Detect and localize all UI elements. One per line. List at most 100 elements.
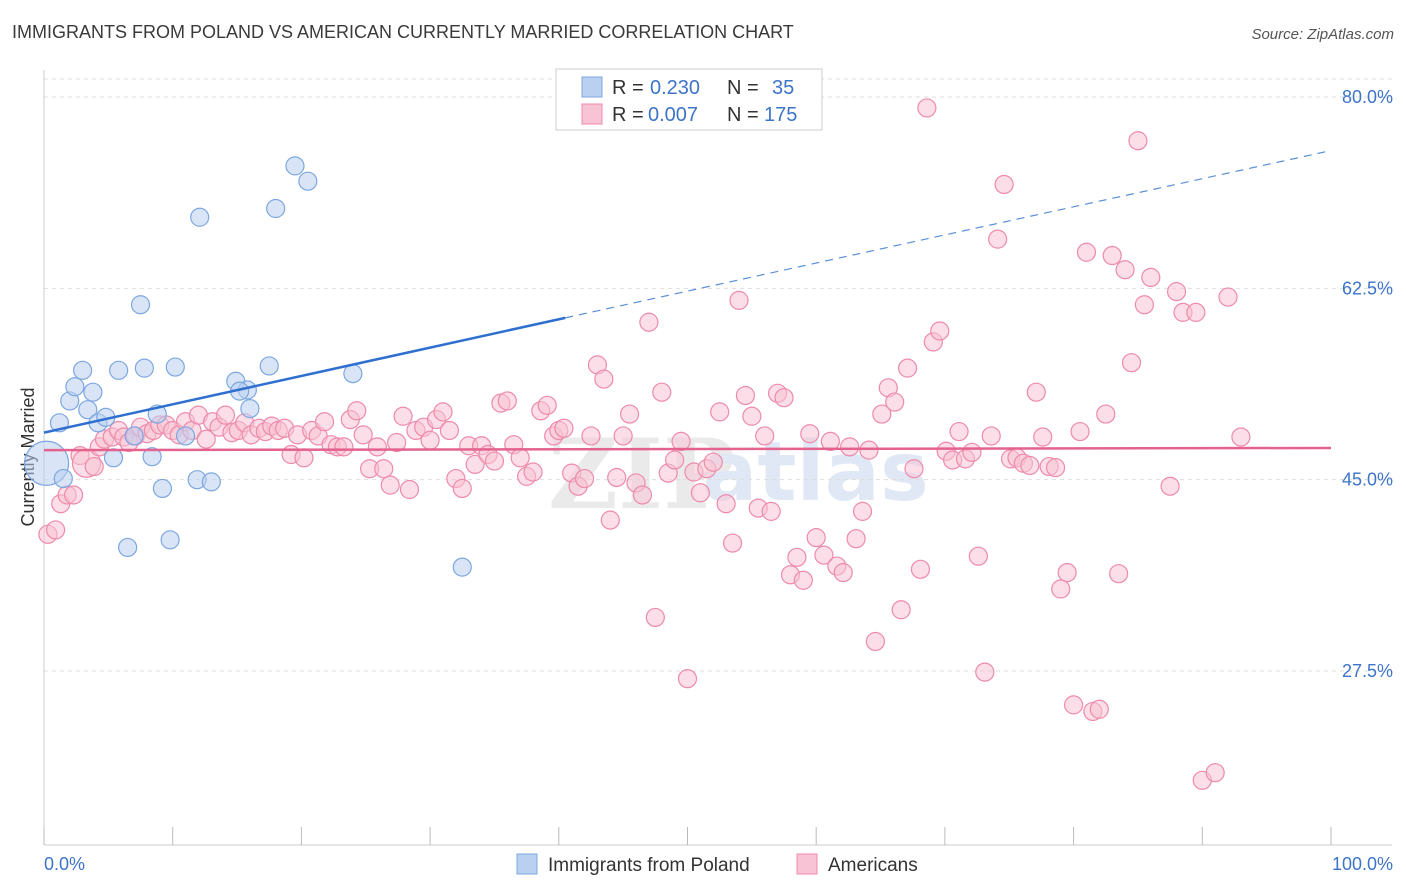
y-tick-labels: 27.5% 45.0% 62.5% 80.0% [1342,87,1393,681]
data-point-americans [665,450,685,470]
data-point-americans [353,425,373,445]
data-point-americans [852,501,873,521]
trendlines [43,149,1332,452]
data-point-americans [1186,302,1206,322]
legend-poland-r-label: R = [612,77,644,99]
data-point-americans [930,321,950,341]
data-point-americans [639,312,659,332]
gridlines [44,78,1392,672]
data-point-americans [859,440,879,460]
legend-poland-n-label: N = [727,77,759,99]
data-point-poland [201,472,221,492]
data-point-poland [190,207,210,227]
x-ticks [43,827,1332,845]
x-tick-label-min: 0.0% [44,854,85,874]
trendline-americans [43,446,1332,452]
data-point-americans [554,418,574,438]
data-point-americans [215,405,236,425]
data-point-americans [645,607,665,628]
data-point-americans [1205,763,1225,783]
data-point-americans [652,382,672,402]
data-point-poland [83,382,103,402]
data-point-americans [484,451,505,471]
data-point-americans [840,437,860,457]
data-point-americans [793,570,813,590]
data-point-poland [175,426,196,446]
data-point-americans [600,510,620,530]
data-point-americans [347,401,367,421]
data-point-americans [885,392,905,412]
data-point-americans [607,467,627,488]
data-point-americans [742,406,762,426]
data-point-americans [1218,287,1238,307]
series-americans [38,98,1251,790]
data-point-americans [420,430,440,450]
bottom-legend-swatch-poland [516,853,538,875]
data-point-americans [523,462,543,482]
data-point-americans [1057,562,1077,583]
data-point-americans [1045,458,1066,478]
data-point-americans [690,483,710,503]
data-point-americans [994,174,1014,195]
data-point-americans [729,290,749,310]
data-point-poland [452,557,472,577]
trendline-poland-solid [43,316,566,434]
data-point-americans [677,669,698,689]
legend-swatch-americans [581,103,603,125]
data-point-americans [755,426,775,446]
legend-americans-r-value: 0.007 [648,104,698,126]
data-point-americans [594,369,614,389]
data-point-americans [968,546,988,566]
data-point-americans [1128,131,1148,151]
series-immigrants-from-poland [23,156,472,577]
data-point-poland [165,357,185,377]
data-point-americans [334,437,354,457]
data-point-poland [285,156,305,176]
data-point-americans [314,412,335,432]
data-point-americans [1134,295,1154,315]
data-point-americans [1076,242,1097,262]
data-point-americans [367,437,387,457]
data-point-americans [581,426,601,446]
data-point-americans [1096,404,1116,424]
data-point-americans [393,406,413,426]
data-point-americans [1089,699,1109,719]
data-point-americans [1063,695,1084,715]
y-tick-label: 27.5% [1342,661,1393,681]
data-point-americans [1102,245,1122,266]
data-point-americans [1160,476,1180,496]
data-point-americans [774,388,794,408]
data-point-americans [1051,579,1071,599]
data-point-americans [722,533,743,553]
chart-title: IMMIGRANTS FROM POLAND VS AMERICAN CURRE… [12,22,794,42]
data-point-americans [716,494,736,514]
data-point-americans [1020,455,1040,476]
data-point-poland [65,377,85,397]
data-point-poland [343,364,363,384]
data-point-americans [45,520,66,540]
data-point-americans [891,600,911,620]
data-point-americans [387,432,407,453]
data-point-americans [975,662,995,682]
chart-source: Source: ZipAtlas.com [1251,26,1394,43]
data-point-americans [872,404,892,424]
data-point-poland [124,426,144,446]
data-point-americans [703,452,723,472]
data-point-americans [1231,427,1251,447]
data-point-americans [988,229,1008,249]
legend-swatch-poland [581,76,603,98]
data-point-americans [374,459,394,479]
data-point-americans [84,456,104,477]
data-point-americans [671,431,691,451]
data-point-americans [1166,282,1187,302]
data-point-americans [497,391,517,411]
data-point-poland [266,198,286,219]
data-point-americans [820,431,840,451]
data-point-americans [294,448,314,468]
data-point-poland [130,295,151,315]
data-point-poland [78,400,98,420]
data-point-americans [399,479,420,500]
data-point-americans [196,429,216,449]
data-point-poland [152,478,173,499]
data-point-poland [73,360,93,380]
